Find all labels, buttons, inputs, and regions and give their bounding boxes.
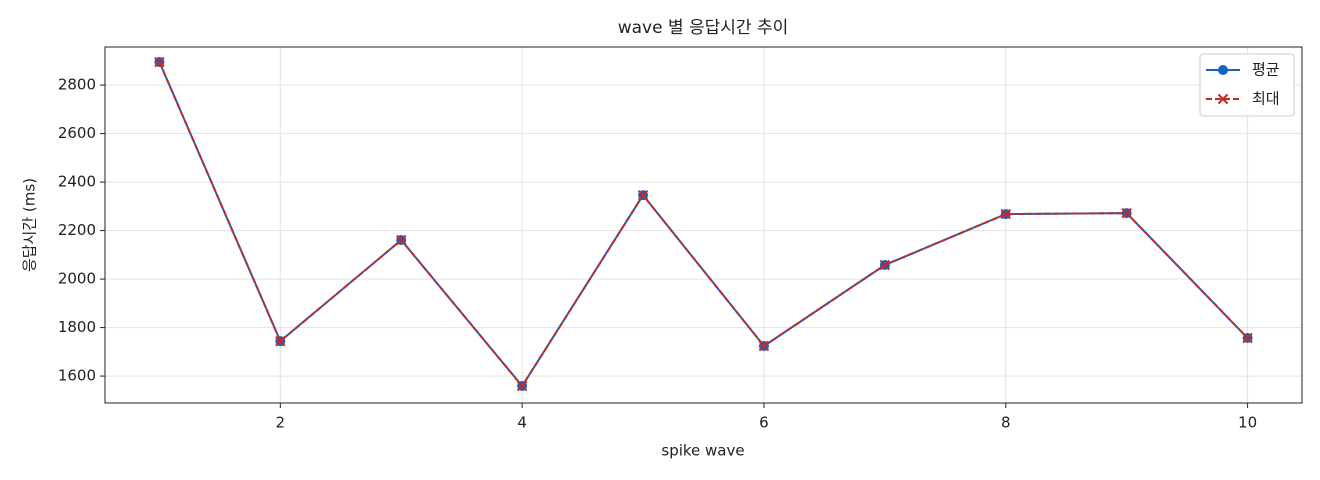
x-tick-label: 6	[759, 414, 769, 432]
marker	[637, 189, 649, 201]
marker	[275, 335, 286, 347]
marker	[1242, 332, 1253, 344]
y-tick-label: 2400	[58, 173, 96, 191]
marker	[1000, 208, 1011, 220]
chart-title: wave 별 응답시간 추이	[618, 18, 789, 38]
x-tick-label: 8	[1001, 414, 1011, 432]
y-axis-label: 응답시간 (ms)	[21, 178, 39, 272]
legend-label: 최대	[1252, 90, 1280, 108]
marker	[1121, 207, 1132, 219]
marker	[758, 340, 770, 352]
marker	[396, 234, 407, 246]
x-tick-label: 2	[276, 414, 286, 432]
y-tick-label: 2000	[58, 270, 96, 288]
x-axis-label: spike wave	[661, 442, 744, 460]
y-tick-label: 2600	[58, 124, 96, 142]
y-tick-label: 2800	[58, 76, 96, 94]
marker	[154, 56, 165, 68]
legend-marker	[1217, 93, 1229, 105]
legend-marker	[1218, 65, 1228, 75]
marker	[879, 259, 891, 271]
legend-box	[1199, 53, 1295, 117]
y-tick-label: 1800	[58, 318, 96, 336]
plot-frame	[104, 46, 1303, 404]
legend-label: 평균	[1252, 61, 1280, 79]
x-tick-label: 4	[517, 414, 527, 432]
series-line	[158, 61, 1249, 388]
y-tick-label: 1600	[58, 367, 96, 385]
y-tick-label: 2200	[58, 221, 96, 239]
marker	[516, 380, 528, 392]
x-tick-label: 10	[1238, 414, 1257, 432]
